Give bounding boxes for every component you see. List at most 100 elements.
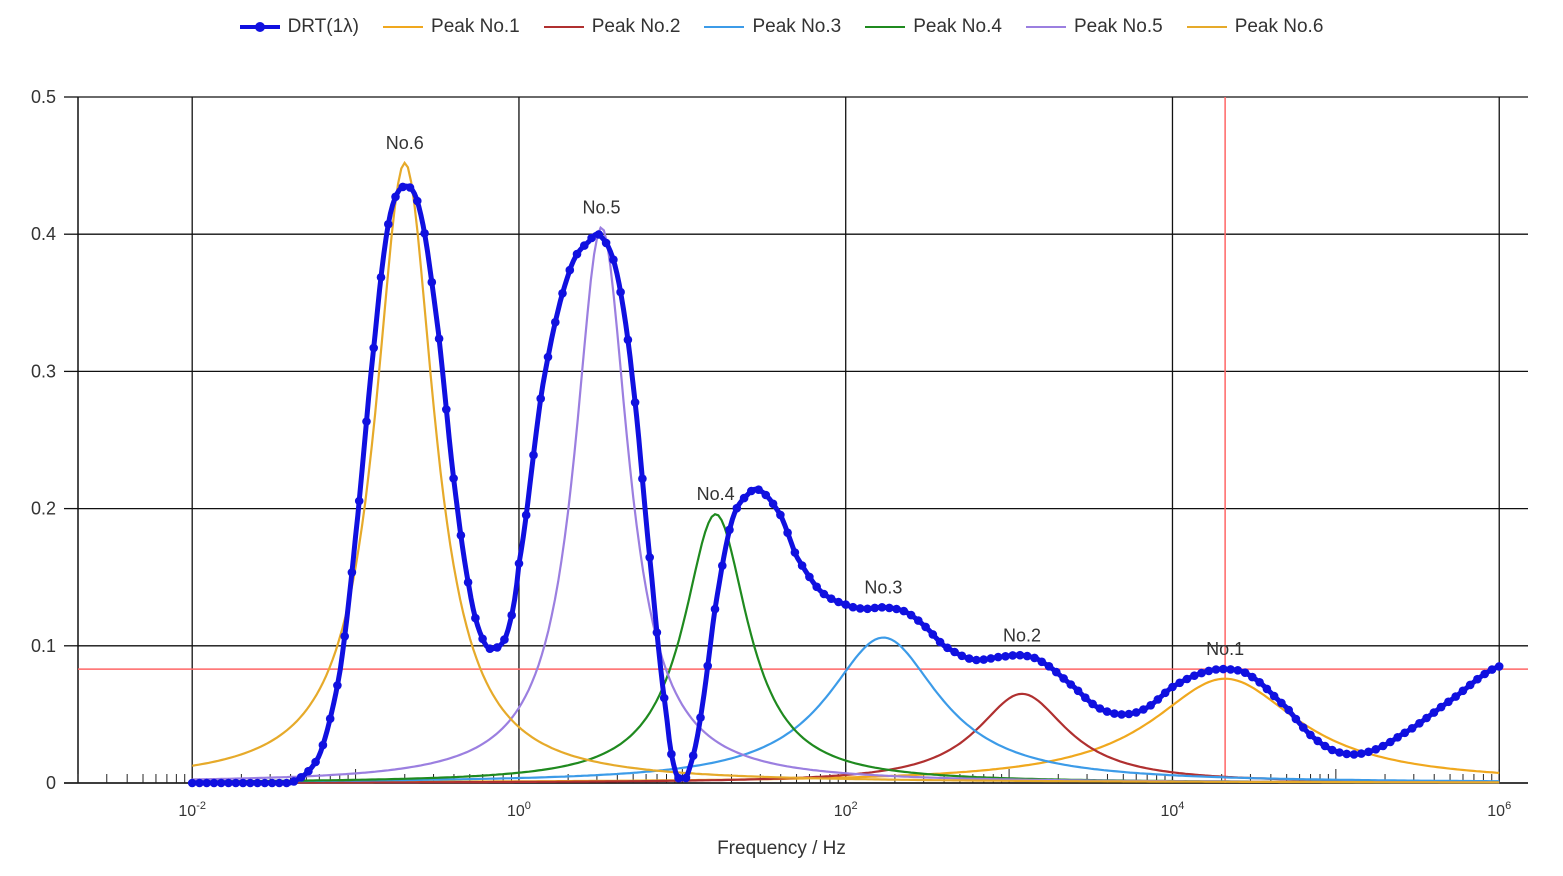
drt-point <box>398 182 408 192</box>
drt-point <box>681 773 691 783</box>
drt-point <box>1422 713 1431 723</box>
drt-point <box>246 778 255 788</box>
drt-point <box>645 553 654 562</box>
drt-point <box>732 503 742 513</box>
drt-point <box>761 490 771 500</box>
drt-point <box>609 255 618 264</box>
drt-point <box>1465 680 1475 690</box>
drt-point <box>993 652 1003 662</box>
drt-point <box>1095 704 1105 713</box>
drt-point <box>1088 699 1097 709</box>
drt-point <box>1211 665 1221 674</box>
drt-point <box>783 528 792 537</box>
drt-point <box>1378 741 1388 751</box>
drt-point <box>1393 733 1402 742</box>
drt-point <box>333 681 342 690</box>
drt-point <box>1458 686 1468 696</box>
x-axis-label: Frequency / Hz <box>717 838 846 859</box>
drt-point <box>558 289 567 298</box>
drt-point <box>1298 723 1308 732</box>
drt-point <box>616 287 625 297</box>
drt-point <box>434 334 444 344</box>
drt-point <box>623 335 633 345</box>
drt-point <box>1487 665 1497 674</box>
drt-point <box>696 713 705 722</box>
drt-point <box>384 219 393 229</box>
drt-point <box>747 486 756 496</box>
legend-item: Peak No.5 <box>1025 16 1163 38</box>
drt-point <box>391 192 400 202</box>
drt-point <box>1291 714 1301 724</box>
drt-point <box>340 632 350 641</box>
drt-point <box>1022 651 1032 661</box>
drt-point <box>914 616 923 625</box>
drt-point <box>202 778 211 788</box>
drt-point <box>688 751 698 760</box>
drt-point <box>1066 680 1076 689</box>
drt-point <box>449 474 458 483</box>
drt-point <box>1327 745 1337 755</box>
drt-point <box>427 277 437 287</box>
drt-point <box>1415 719 1424 728</box>
drt-point <box>928 630 938 639</box>
drt-point <box>500 635 509 644</box>
drt-point <box>289 777 299 786</box>
drt-point <box>1146 701 1155 710</box>
drt-point <box>1277 698 1286 708</box>
drt-point <box>1306 730 1315 740</box>
drt-point <box>1429 708 1439 717</box>
drt-point <box>1190 671 1199 680</box>
drt-point <box>1001 652 1010 661</box>
drt-point <box>1407 724 1417 733</box>
drt-point <box>964 654 974 663</box>
drt-point <box>659 693 669 703</box>
y-tick-label: 0.2 <box>31 499 56 519</box>
drt-point <box>456 531 466 540</box>
drt-series-markers <box>187 182 1504 788</box>
drt-point <box>863 604 872 614</box>
drt-point <box>1233 666 1243 675</box>
drt-point <box>1400 728 1410 738</box>
drt-point <box>1153 695 1163 704</box>
drt-point <box>797 561 807 570</box>
drt-point <box>935 637 945 647</box>
drt-point <box>725 525 734 535</box>
drt-point <box>805 572 814 582</box>
drt-point <box>471 613 480 623</box>
drt-point <box>253 778 262 788</box>
drt-point <box>238 778 248 788</box>
drt-point <box>565 265 575 275</box>
legend-label: Peak No.6 <box>1234 16 1324 37</box>
drt-point <box>1052 667 1061 677</box>
drt-point <box>674 773 683 783</box>
drt-point <box>812 582 821 592</box>
drt-point <box>362 417 371 426</box>
drt-point <box>1139 705 1148 714</box>
drt-point <box>601 238 611 248</box>
drt-point <box>209 778 219 788</box>
drt-point <box>594 230 604 239</box>
drt-point <box>195 778 204 788</box>
drt-point <box>790 548 800 557</box>
legend-label: Peak No.4 <box>913 16 1002 37</box>
drt-point <box>304 766 313 776</box>
drt-point <box>899 606 909 616</box>
legend-item: DRT(1λ) <box>239 16 359 38</box>
drt-point <box>463 578 473 587</box>
x-tick-label: 10-2 <box>178 800 206 820</box>
peak-label: No.2 <box>1003 625 1041 645</box>
drt-point <box>1117 710 1126 719</box>
drt-point <box>638 474 647 484</box>
drt-point <box>1044 662 1054 671</box>
drt-point <box>325 714 335 723</box>
legend-swatch <box>704 21 745 33</box>
drt-point <box>514 559 524 568</box>
drt-point <box>1436 702 1446 712</box>
drt-point <box>1444 697 1453 707</box>
drt-point <box>1473 674 1482 684</box>
peak-label: No.1 <box>1206 639 1244 659</box>
legend-swatch <box>1186 21 1227 33</box>
drt-point <box>1059 674 1068 683</box>
drt-point <box>1255 678 1264 687</box>
drt-point <box>667 749 676 759</box>
